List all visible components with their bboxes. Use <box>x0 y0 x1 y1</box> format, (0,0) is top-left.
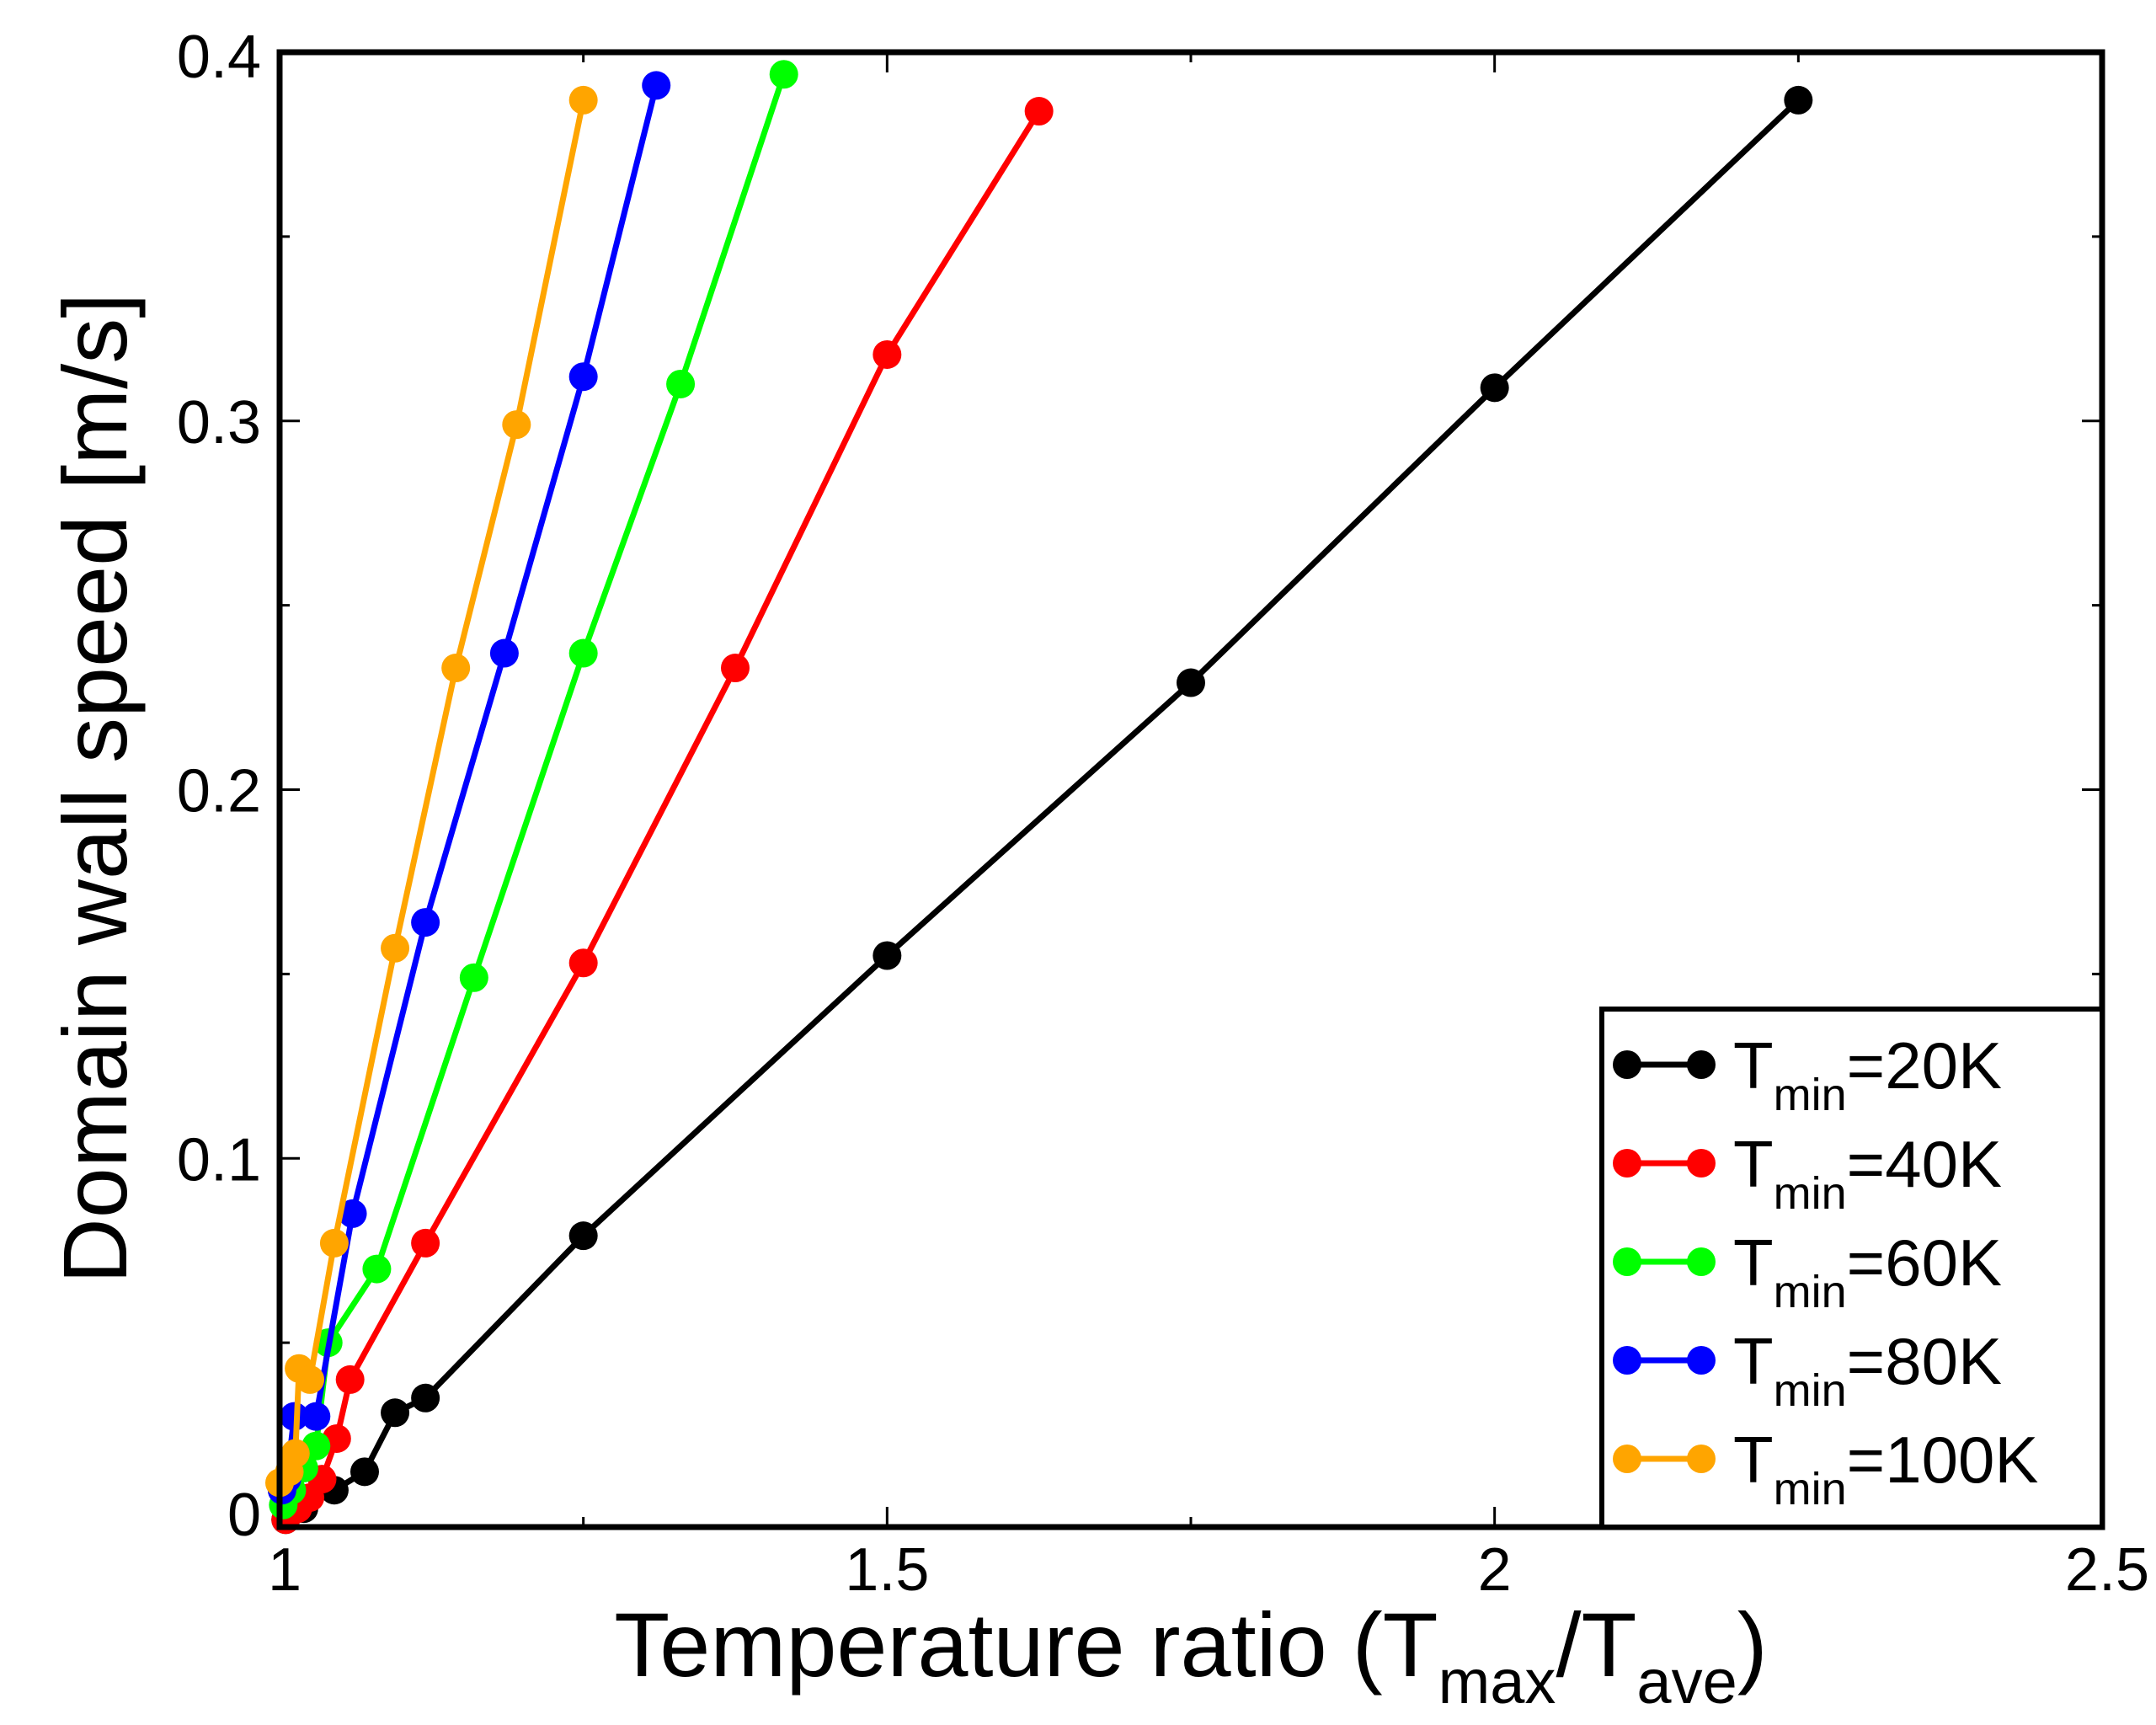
legend-label-main: T <box>1733 1127 1774 1201</box>
y-tick-label: 0 <box>227 1482 261 1549</box>
legend-marker <box>1687 1247 1716 1276</box>
legend-label-sub: min <box>1774 1464 1847 1514</box>
x-tick-label: 1 <box>268 1536 302 1604</box>
legend-marker <box>1613 1149 1641 1178</box>
data-point <box>350 1457 379 1487</box>
legend-marker <box>1687 1050 1716 1079</box>
data-point <box>769 60 798 89</box>
legend-label: Tmin=20K <box>1733 1028 2002 1120</box>
legend-marker <box>1613 1346 1641 1375</box>
legend-marker <box>1687 1149 1716 1178</box>
legend-label-sub: min <box>1774 1070 1847 1120</box>
tick-layer: 1 1.5 2 2.5 0 0.1 0.2 0.3 0.4 <box>177 24 2149 1604</box>
y-tick-label: 0.2 <box>177 758 261 825</box>
x-tick-label: 2.5 <box>2065 1536 2149 1604</box>
data-point <box>381 1398 410 1428</box>
series-layer <box>265 60 1813 1535</box>
data-point <box>873 339 902 369</box>
data-point <box>319 1228 349 1258</box>
data-point <box>666 369 696 398</box>
series-line <box>282 108 1043 1523</box>
data-point <box>411 908 440 937</box>
legend-label-main: T <box>1733 1324 1774 1398</box>
data-point <box>362 1254 392 1284</box>
y-tick-label: 0.4 <box>177 24 261 91</box>
x-tick-label: 2 <box>1478 1536 1512 1604</box>
legend-label: Tmin=80K <box>1733 1324 2002 1416</box>
legend-item: Tmin=60K <box>1613 1226 2002 1317</box>
legend-label-sub: min <box>1774 1267 1847 1317</box>
data-point <box>280 1439 310 1468</box>
legend-label-sub: min <box>1774 1168 1847 1219</box>
legend: Tmin=20KTmin=40KTmin=60KTmin=80KTmin=100… <box>1599 1007 2105 1530</box>
y-tick-label: 0.1 <box>177 1126 261 1194</box>
legend-box <box>1599 1007 2105 1530</box>
x-axis-label: Temperature ratio (Tmax/Tave) <box>614 1594 1767 1717</box>
data-point <box>381 933 410 963</box>
x-axis-label-mid: /T <box>1556 1594 1636 1696</box>
legend-label-rest: =100K <box>1847 1423 2039 1497</box>
legend-label: Tmin=40K <box>1733 1127 2002 1219</box>
data-point <box>411 1228 440 1258</box>
legend-label: Tmin=100K <box>1733 1423 2038 1514</box>
data-point <box>1480 373 1509 403</box>
data-point <box>296 1365 325 1394</box>
legend-item: Tmin=40K <box>1613 1127 2002 1219</box>
data-point <box>721 654 750 683</box>
legend-label-rest: =20K <box>1847 1028 2002 1103</box>
legend-label-sub: min <box>1774 1365 1847 1416</box>
data-point <box>302 1402 331 1431</box>
series-line <box>282 97 1801 1523</box>
x-axis-label-main: Temperature ratio (T <box>614 1594 1438 1696</box>
data-point <box>642 71 671 100</box>
series-5 <box>265 85 598 1498</box>
y-axis-label: Domain wall speed [m/s] <box>44 293 146 1284</box>
legend-item: Tmin=100K <box>1613 1423 2038 1514</box>
data-point <box>1784 85 1813 115</box>
x-axis-label-sub-max: max <box>1438 1647 1556 1717</box>
legend-item: Tmin=80K <box>1613 1324 2002 1416</box>
series-line <box>279 82 659 1493</box>
legend-label-rest: =60K <box>1847 1226 2002 1300</box>
series-1 <box>271 85 1813 1535</box>
legend-items: Tmin=20KTmin=40KTmin=60KTmin=80KTmin=100… <box>1613 1028 2038 1514</box>
data-point <box>568 948 598 978</box>
legend-marker <box>1613 1247 1641 1276</box>
data-point <box>568 362 598 392</box>
y-tick-label: 0.3 <box>177 389 261 457</box>
x-axis-label-sub-ave: ave <box>1636 1647 1737 1717</box>
data-point <box>459 963 488 992</box>
legend-label-rest: =40K <box>1847 1127 2002 1201</box>
data-point <box>1024 97 1054 126</box>
legend-marker <box>1687 1346 1716 1375</box>
data-point <box>568 1221 598 1251</box>
legend-label-main: T <box>1733 1226 1774 1300</box>
data-point <box>1177 668 1205 697</box>
data-point <box>411 1383 440 1413</box>
data-point <box>441 654 471 683</box>
data-point <box>502 410 531 440</box>
data-point <box>873 941 902 970</box>
legend-label-rest: =80K <box>1847 1324 2002 1398</box>
legend-item: Tmin=20K <box>1613 1028 2002 1120</box>
legend-label: Tmin=60K <box>1733 1226 2002 1317</box>
legend-marker <box>1613 1050 1641 1079</box>
data-point <box>568 638 598 668</box>
data-point <box>568 85 598 115</box>
data-point <box>338 1199 367 1228</box>
x-axis-label-end: ) <box>1737 1594 1768 1696</box>
legend-marker <box>1613 1445 1641 1473</box>
legend-label-main: T <box>1733 1028 1774 1103</box>
data-point <box>335 1365 365 1394</box>
legend-label-main: T <box>1733 1423 1774 1497</box>
series-2 <box>271 97 1054 1535</box>
data-point <box>489 638 519 668</box>
x-tick-label: 1.5 <box>845 1536 929 1604</box>
legend-marker <box>1687 1445 1716 1473</box>
series-3 <box>269 60 798 1519</box>
